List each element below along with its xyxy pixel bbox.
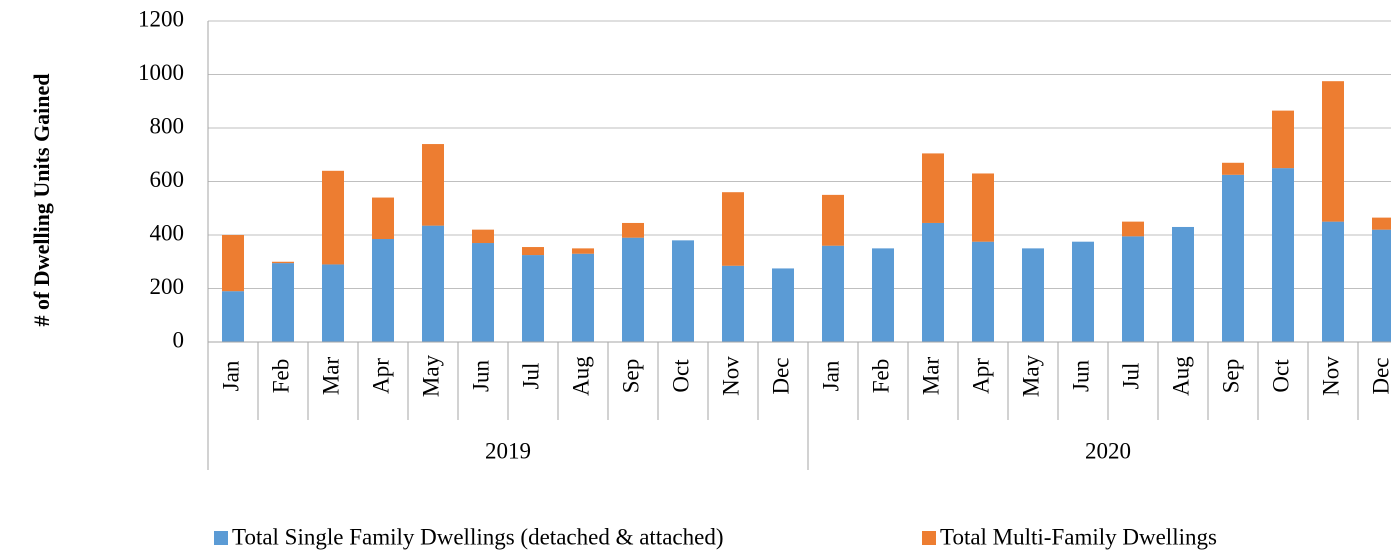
y-tick-label: 800 (150, 113, 185, 138)
bar-segment (522, 247, 544, 256)
x-tick-label: Dec (1368, 357, 1391, 394)
bar-segment (722, 265, 744, 342)
bar-segment (1022, 248, 1044, 342)
x-tick-label: Feb (268, 359, 293, 394)
x-tick-label: Dec (768, 357, 793, 394)
bar-segment (1222, 174, 1244, 342)
bar-segment (672, 240, 694, 342)
y-tick-label: 1200 (138, 6, 184, 31)
x-tick-label: May (418, 354, 443, 397)
bar-segment (422, 225, 444, 342)
bar-segment (1322, 81, 1344, 222)
x-tick-label: Aug (568, 356, 593, 396)
y-axis-label: # of Dwelling Units Gained (29, 73, 54, 326)
bar-segment (272, 261, 294, 264)
bar-segment (872, 248, 894, 342)
x-tick-label: Sep (1218, 359, 1243, 394)
x-tick-label: Nov (718, 356, 743, 396)
bar-segment (372, 239, 394, 342)
y-tick-label: 0 (173, 327, 185, 352)
legend-label: Total Single Family Dwellings (detached … (232, 524, 723, 549)
bar-segment (972, 173, 994, 242)
bar-segment (1172, 226, 1194, 342)
bar-segment (572, 248, 594, 254)
x-tick-label: Feb (868, 359, 893, 394)
x-tick-label: Jan (218, 360, 243, 391)
bar-segment (772, 268, 794, 342)
x-tick-label: Oct (668, 359, 693, 393)
bar-segment (1272, 168, 1294, 342)
bar-segment (522, 255, 544, 342)
bar-segment (322, 170, 344, 265)
bar-segment (1222, 162, 1244, 175)
legend-label: Total Multi-Family Dwellings (940, 524, 1217, 549)
bar-segment (1372, 217, 1391, 230)
x-tick-label: Mar (918, 357, 943, 396)
bar-segment (472, 243, 494, 342)
bar-segment (822, 245, 844, 342)
bar-segment (422, 144, 444, 226)
y-tick-label: 600 (150, 167, 185, 192)
group-label: 2019 (485, 438, 531, 463)
bar-segment (272, 263, 294, 342)
bar-segment (1072, 241, 1094, 342)
bar-segment (572, 253, 594, 342)
bar-segment (972, 241, 994, 342)
legend-swatch (214, 531, 228, 545)
bar-segment (822, 194, 844, 246)
bar-segment (372, 197, 394, 240)
x-tick-label: Jan (818, 360, 843, 391)
x-tick-label: May (1018, 354, 1043, 397)
bar-segment (1272, 110, 1294, 169)
x-tick-label: Apr (968, 358, 993, 394)
x-tick-label: Mar (318, 357, 343, 396)
bar-segment (922, 153, 944, 223)
bar-segment (1122, 236, 1144, 342)
x-tick-label: Aug (1168, 356, 1193, 396)
x-tick-label: Jun (468, 360, 493, 392)
bar-segment (1322, 221, 1344, 342)
x-tick-label: Oct (1268, 359, 1293, 393)
x-tick-label: Sep (618, 359, 643, 394)
bar-segment (222, 291, 244, 342)
x-tick-label: Jul (1118, 363, 1143, 390)
y-tick-label: 1000 (138, 60, 184, 85)
bar-segment (722, 192, 744, 266)
bar-segment (1122, 221, 1144, 237)
bar-segment (1372, 229, 1391, 342)
y-tick-label: 200 (150, 274, 185, 299)
bar-segment (322, 264, 344, 342)
legend-swatch (922, 531, 936, 545)
bar-segment (622, 222, 644, 238)
x-tick-label: Apr (368, 358, 393, 394)
x-tick-label: Jun (1068, 360, 1093, 392)
y-tick-label: 400 (150, 220, 185, 245)
bar-segment (622, 237, 644, 342)
bar-segment (222, 235, 244, 292)
x-tick-label: Nov (1318, 356, 1343, 396)
bar-segment (922, 222, 944, 342)
bar-segment (472, 229, 494, 244)
group-label: 2020 (1085, 438, 1131, 463)
x-tick-label: Jul (518, 363, 543, 390)
